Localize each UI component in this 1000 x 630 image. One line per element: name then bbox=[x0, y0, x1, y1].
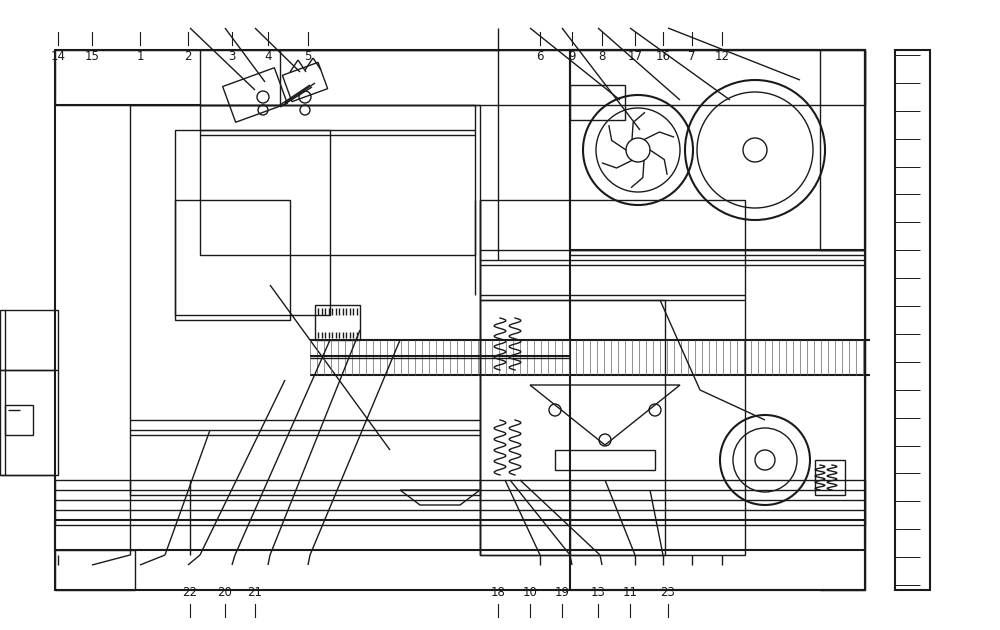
Bar bbox=[175, 200, 290, 320]
Text: 6: 6 bbox=[536, 50, 544, 64]
Bar bbox=[555, 450, 655, 470]
Bar bbox=[570, 50, 865, 250]
Circle shape bbox=[626, 138, 650, 162]
Bar bbox=[55, 520, 865, 550]
Text: 20: 20 bbox=[218, 585, 232, 598]
Bar bbox=[200, 105, 475, 255]
Bar bbox=[570, 50, 865, 590]
Text: 2: 2 bbox=[184, 50, 192, 64]
Bar bbox=[570, 85, 625, 120]
Bar bbox=[0, 310, 58, 475]
Text: 22: 22 bbox=[182, 585, 198, 598]
Bar bbox=[55, 50, 865, 590]
Bar bbox=[315, 305, 360, 340]
Text: 21: 21 bbox=[248, 585, 262, 598]
Text: 9: 9 bbox=[568, 50, 576, 64]
Bar bbox=[55, 550, 135, 590]
Text: 4: 4 bbox=[264, 50, 272, 64]
Text: 18: 18 bbox=[491, 585, 505, 598]
Text: 11: 11 bbox=[622, 585, 638, 598]
Bar bbox=[815, 460, 845, 495]
Bar bbox=[175, 130, 330, 315]
Bar bbox=[480, 300, 665, 555]
Bar bbox=[55, 50, 865, 105]
Bar bbox=[480, 200, 745, 555]
Text: 12: 12 bbox=[714, 50, 730, 64]
Text: 16: 16 bbox=[656, 50, 670, 64]
Text: 23: 23 bbox=[661, 585, 675, 598]
Text: 19: 19 bbox=[554, 585, 570, 598]
Text: 14: 14 bbox=[50, 50, 66, 64]
Text: 13: 13 bbox=[591, 585, 605, 598]
Text: 10: 10 bbox=[523, 585, 537, 598]
Text: 15: 15 bbox=[85, 50, 99, 64]
Text: 17: 17 bbox=[628, 50, 642, 64]
Text: 1: 1 bbox=[136, 50, 144, 64]
Text: 7: 7 bbox=[688, 50, 696, 64]
Text: 8: 8 bbox=[598, 50, 606, 64]
Bar bbox=[55, 480, 865, 525]
Bar bbox=[130, 105, 480, 495]
Text: 5: 5 bbox=[304, 50, 312, 64]
Bar bbox=[895, 50, 930, 590]
Text: 3: 3 bbox=[228, 50, 236, 64]
Bar bbox=[5, 405, 33, 435]
